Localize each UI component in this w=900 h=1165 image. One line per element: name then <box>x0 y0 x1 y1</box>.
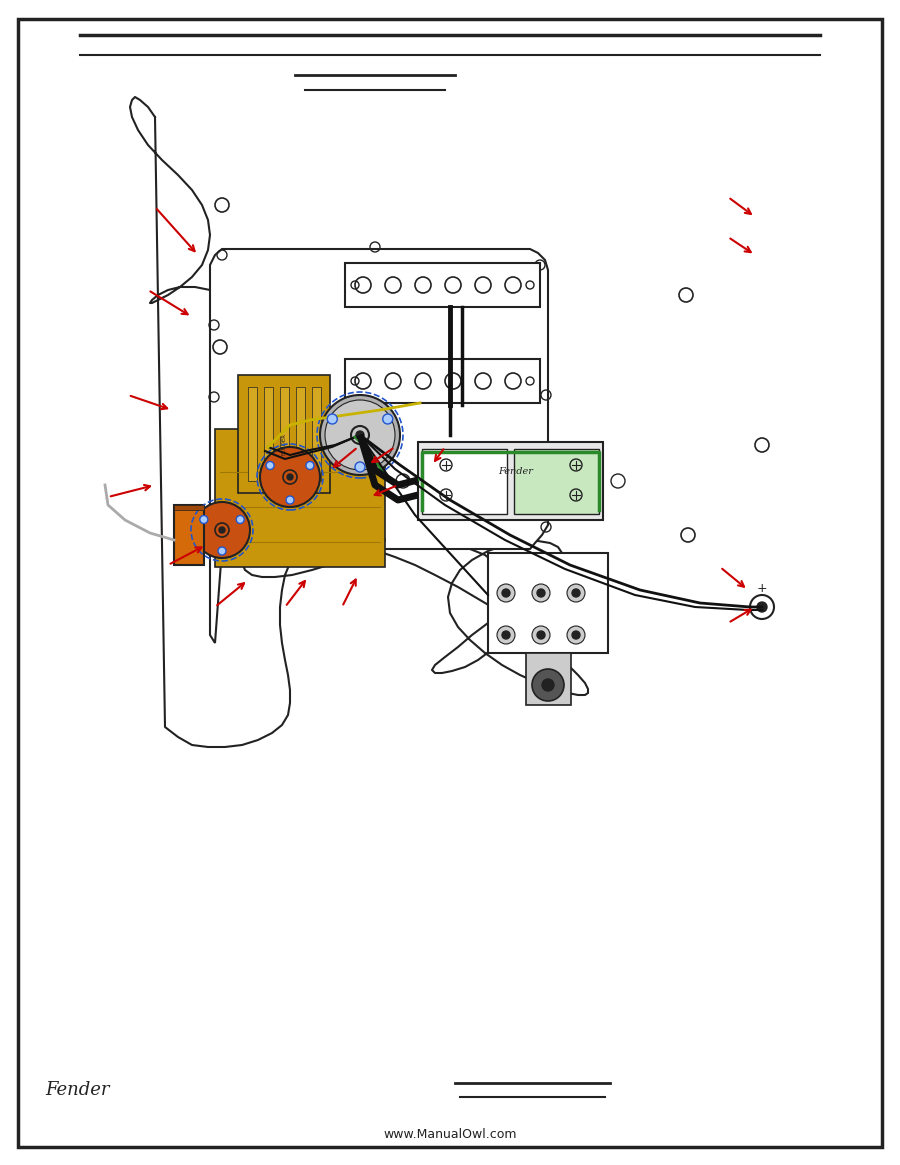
Circle shape <box>266 461 274 469</box>
Bar <box>174 504 204 565</box>
Circle shape <box>537 589 545 596</box>
Circle shape <box>572 631 580 638</box>
Bar <box>174 504 204 510</box>
Circle shape <box>532 669 564 701</box>
Polygon shape <box>210 249 548 643</box>
Circle shape <box>219 527 225 534</box>
Circle shape <box>572 589 580 596</box>
Circle shape <box>542 679 554 691</box>
Bar <box>422 449 507 514</box>
Circle shape <box>356 431 364 439</box>
Circle shape <box>502 631 510 638</box>
Bar <box>248 387 257 481</box>
Circle shape <box>757 602 767 612</box>
Circle shape <box>306 461 314 469</box>
Circle shape <box>497 626 515 644</box>
Circle shape <box>567 584 585 602</box>
Circle shape <box>287 474 293 480</box>
Text: FENDER: FENDER <box>282 433 286 456</box>
Circle shape <box>325 400 395 469</box>
Text: www.ManualOwl.com: www.ManualOwl.com <box>383 1129 517 1142</box>
Circle shape <box>567 626 585 644</box>
Text: Fender: Fender <box>498 466 533 475</box>
Text: Fender: Fender <box>46 1081 110 1099</box>
Bar <box>238 375 330 493</box>
Circle shape <box>355 463 365 472</box>
Bar <box>514 449 599 514</box>
Text: +: + <box>757 582 768 595</box>
Bar <box>296 387 305 481</box>
Circle shape <box>236 515 244 523</box>
Circle shape <box>218 548 226 555</box>
Circle shape <box>537 631 545 638</box>
Bar <box>345 359 540 403</box>
Bar <box>418 442 603 520</box>
Circle shape <box>502 589 510 596</box>
Bar <box>488 553 608 654</box>
Circle shape <box>532 584 550 602</box>
Bar <box>345 263 540 308</box>
Circle shape <box>382 414 392 424</box>
Bar <box>312 387 321 481</box>
Bar <box>264 387 273 481</box>
Circle shape <box>320 395 400 475</box>
Circle shape <box>194 502 250 558</box>
Circle shape <box>286 496 294 504</box>
Circle shape <box>200 515 208 523</box>
Circle shape <box>328 414 338 424</box>
Bar <box>280 387 289 481</box>
Bar <box>526 654 571 705</box>
Circle shape <box>260 447 320 507</box>
Circle shape <box>532 626 550 644</box>
Bar <box>215 429 385 567</box>
Circle shape <box>497 584 515 602</box>
